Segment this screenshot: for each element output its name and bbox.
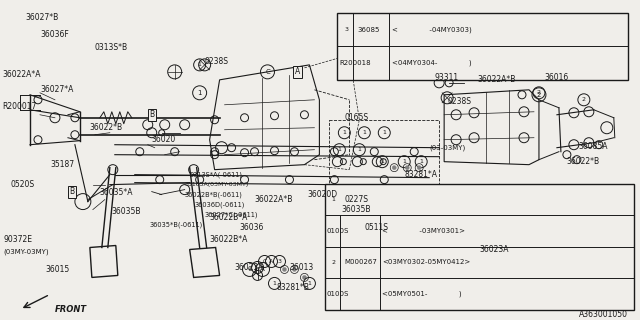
Text: 36027*A: 36027*A: [40, 85, 74, 94]
Text: 35165A(03MY-03MY): 35165A(03MY-03MY): [185, 182, 249, 187]
Text: 36036D(-0611): 36036D(-0611): [195, 201, 245, 208]
Text: C: C: [247, 267, 252, 272]
Text: (03MY-03MY): (03MY-03MY): [3, 248, 49, 255]
Text: 36023A: 36023A: [235, 263, 264, 272]
Text: (03-03MY): (03-03MY): [429, 144, 465, 151]
Text: FRONT: FRONT: [55, 305, 87, 314]
Text: 0313S*A(-0611): 0313S*A(-0611): [189, 172, 243, 178]
Text: 36035B: 36035B: [341, 205, 371, 214]
Text: <              -04MY0303): < -04MY0303): [392, 26, 472, 33]
Text: 1: 1: [357, 147, 361, 152]
Text: 36036: 36036: [239, 223, 264, 232]
Text: 36022A*A: 36022A*A: [2, 70, 40, 79]
Text: 2: 2: [332, 260, 335, 265]
Text: 1: 1: [332, 197, 335, 202]
Text: A: A: [260, 267, 265, 272]
Bar: [324, 184, 634, 310]
Text: 1: 1: [380, 159, 384, 164]
Circle shape: [303, 276, 307, 279]
Text: 36085A: 36085A: [579, 142, 609, 151]
Text: 0227S: 0227S: [344, 195, 369, 204]
Text: 1: 1: [419, 159, 423, 164]
Text: 1: 1: [273, 281, 276, 286]
Text: <03MY0302-05MY0412>: <03MY0302-05MY0412>: [382, 260, 470, 266]
Text: 36022B*A: 36022B*A: [210, 235, 248, 244]
Text: B: B: [149, 110, 154, 119]
Text: 83281*B: 83281*B: [276, 283, 309, 292]
Text: 1: 1: [362, 130, 366, 135]
Text: 36022A*B: 36022A*B: [477, 75, 515, 84]
Text: 36020: 36020: [152, 135, 176, 144]
Text: 36013: 36013: [289, 263, 314, 272]
Text: 1: 1: [198, 62, 202, 68]
Text: 2: 2: [537, 90, 541, 95]
Text: A: A: [295, 67, 300, 76]
Text: 36085: 36085: [357, 27, 380, 33]
Text: <              -03MY0301>: < -03MY0301>: [382, 228, 465, 234]
Text: 35187: 35187: [50, 160, 74, 169]
Text: 90372E: 90372E: [3, 235, 32, 244]
Text: 2: 2: [582, 97, 586, 102]
Circle shape: [282, 268, 287, 271]
Text: 0165S: 0165S: [344, 113, 369, 122]
Text: C: C: [265, 69, 270, 75]
Text: 36022A*B: 36022A*B: [255, 195, 293, 204]
Text: <04MY0304-              ): <04MY0304- ): [392, 60, 472, 66]
Text: M000267: M000267: [344, 260, 378, 266]
Text: 0313S*B: 0313S*B: [95, 44, 128, 52]
Text: 0520S: 0520S: [10, 180, 34, 189]
Text: 36035*A: 36035*A: [100, 188, 133, 197]
Circle shape: [417, 166, 421, 170]
Text: 1: 1: [197, 90, 202, 96]
Text: 3: 3: [278, 259, 282, 264]
Text: 2: 2: [537, 92, 541, 98]
Text: 36035B: 36035B: [112, 207, 141, 216]
Text: 0238S: 0238S: [447, 97, 471, 106]
Text: 36027*C(-0611): 36027*C(-0611): [205, 211, 258, 218]
Text: 36027*B: 36027*B: [25, 13, 58, 22]
Text: 0100S: 0100S: [326, 228, 349, 234]
Text: 0100S: 0100S: [326, 291, 349, 297]
Circle shape: [405, 166, 409, 170]
Circle shape: [292, 268, 296, 271]
Text: 36023A: 36023A: [479, 245, 509, 254]
Text: B: B: [69, 187, 74, 196]
Text: 1: 1: [337, 147, 341, 152]
Text: 36015: 36015: [45, 265, 69, 274]
Text: 0511S: 0511S: [364, 223, 388, 232]
Text: 36022B*A: 36022B*A: [210, 213, 248, 222]
Text: 36022B*B(-0611): 36022B*B(-0611): [185, 191, 243, 198]
Text: 3: 3: [344, 27, 348, 32]
Text: R200017: R200017: [2, 102, 36, 111]
Text: 36022*B: 36022*B: [90, 123, 123, 132]
Text: 93311: 93311: [434, 73, 458, 82]
Bar: [337, 13, 628, 80]
Text: 83281*A: 83281*A: [404, 170, 437, 179]
Text: R200018: R200018: [339, 60, 371, 66]
Text: <05MY0501-              ): <05MY0501- ): [382, 291, 462, 297]
Text: C: C: [262, 259, 267, 264]
Text: 36036F: 36036F: [40, 30, 68, 39]
Text: 1: 1: [342, 130, 346, 135]
Text: 36035*B(-0611): 36035*B(-0611): [150, 221, 203, 228]
Text: A: A: [269, 259, 274, 264]
Bar: [330, 120, 439, 185]
Text: 36020D: 36020D: [307, 190, 337, 199]
Text: 1: 1: [307, 281, 311, 286]
Circle shape: [392, 166, 396, 170]
Text: 1: 1: [382, 130, 386, 135]
Text: 0238S: 0238S: [205, 57, 228, 66]
Text: 36016: 36016: [544, 73, 568, 82]
Text: 36022*B: 36022*B: [567, 157, 600, 166]
Text: 1: 1: [403, 159, 406, 164]
Text: A363001050: A363001050: [579, 310, 628, 319]
